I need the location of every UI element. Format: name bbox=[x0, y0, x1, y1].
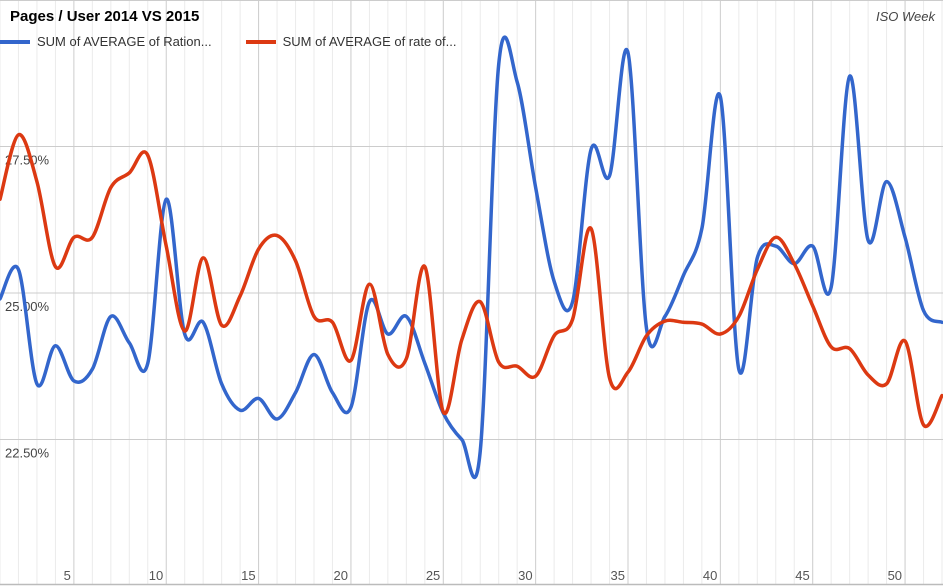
x-axis-labels: 5 10 15 20 25 30 35 40 45 50 bbox=[64, 568, 902, 583]
legend-item-series-2[interactable]: SUM of AVERAGE of rate of... bbox=[245, 34, 457, 49]
legend-swatch-red bbox=[245, 39, 276, 44]
x-tick-label: 30 bbox=[518, 568, 532, 583]
legend-label: SUM of AVERAGE of rate of... bbox=[282, 34, 457, 49]
legend: SUM of AVERAGE of Ration... SUM of AVERA… bbox=[0, 34, 491, 49]
y-axis-labels: 22.50% 25.00% 27.50% bbox=[5, 153, 50, 461]
legend-swatch-blue bbox=[0, 39, 30, 44]
x-tick-label: 20 bbox=[333, 568, 347, 583]
x-tick-label: 15 bbox=[241, 568, 255, 583]
legend-item-series-1[interactable]: SUM of AVERAGE of Ration... bbox=[0, 34, 212, 49]
x-tick-label: 45 bbox=[795, 568, 809, 583]
x-tick-label: 35 bbox=[611, 568, 625, 583]
x-tick-label: 40 bbox=[703, 568, 717, 583]
y-tick-label: 25.00% bbox=[5, 299, 50, 314]
y-tick-label: 27.50% bbox=[5, 153, 50, 168]
x-tick-label: 5 bbox=[64, 568, 71, 583]
legend-label: SUM of AVERAGE of Ration... bbox=[37, 34, 212, 49]
series-lines bbox=[0, 35, 943, 480]
series-line-1[interactable] bbox=[0, 35, 943, 480]
x-tick-label: 50 bbox=[888, 568, 902, 583]
y-tick-label: 22.50% bbox=[5, 446, 50, 461]
x-axis-title: ISO Week bbox=[875, 9, 935, 24]
x-tick-label: 25 bbox=[426, 568, 440, 583]
chart-title: Pages / User 2014 VS 2015 bbox=[10, 8, 200, 25]
x-tick-label: 10 bbox=[149, 568, 163, 583]
series-line-2[interactable] bbox=[0, 133, 943, 429]
